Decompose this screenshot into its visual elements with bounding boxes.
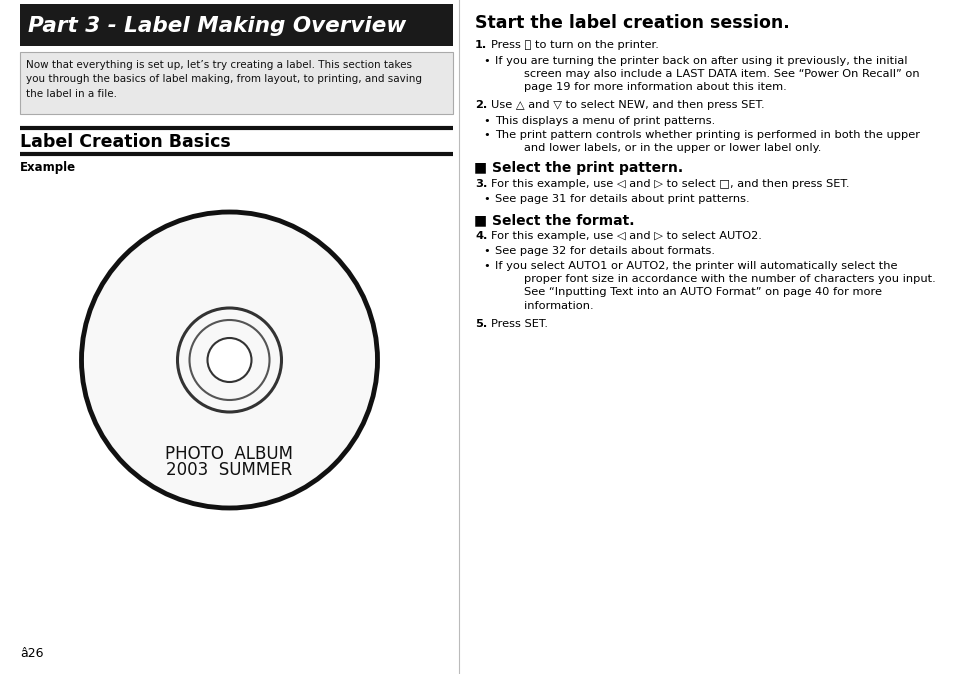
Text: 2.: 2. [475, 100, 487, 110]
Text: •: • [482, 247, 489, 257]
Circle shape [208, 338, 252, 382]
Text: 2003  SUMMER: 2003 SUMMER [166, 461, 293, 479]
Text: •: • [482, 55, 489, 65]
Text: •: • [482, 130, 489, 140]
Text: Use △ and ▽ to select NEW, and then press SET.: Use △ and ▽ to select NEW, and then pres… [491, 100, 763, 110]
Text: Press Ⓞ to turn on the printer.: Press Ⓞ to turn on the printer. [491, 40, 659, 50]
Text: Start the label creation session.: Start the label creation session. [475, 14, 789, 32]
Bar [20, 4, 453, 46]
Bar [20, 52, 453, 114]
Text: Label Creation Basics: Label Creation Basics [20, 133, 231, 151]
Text: ■ Select the print pattern.: ■ Select the print pattern. [474, 161, 682, 175]
Text: •: • [482, 261, 489, 271]
Text: ■ Select the format.: ■ Select the format. [474, 213, 634, 227]
Text: See page 32 for details about formats.: See page 32 for details about formats. [495, 247, 714, 257]
Text: If you select AUTO1 or AUTO2, the printer will automatically select the
        : If you select AUTO1 or AUTO2, the printe… [495, 261, 935, 311]
Text: Now that everything is set up, let’s try creating a label. This section takes
yo: Now that everything is set up, let’s try… [26, 60, 421, 99]
Text: 1.: 1. [475, 40, 487, 50]
Text: 5.: 5. [475, 319, 487, 329]
Text: •: • [482, 195, 489, 204]
Text: 4.: 4. [475, 231, 487, 241]
Text: Press SET.: Press SET. [491, 319, 547, 329]
Text: â26: â26 [20, 647, 44, 660]
Text: If you are turning the printer back on after using it previously, the initial
  : If you are turning the printer back on a… [495, 55, 919, 92]
Text: PHOTO  ALBUM: PHOTO ALBUM [165, 445, 294, 463]
Text: For this example, use ◁ and ▷ to select AUTO2.: For this example, use ◁ and ▷ to select … [491, 231, 761, 241]
Text: See page 31 for details about print patterns.: See page 31 for details about print patt… [495, 195, 749, 204]
Text: Part 3 - Label Making Overview: Part 3 - Label Making Overview [28, 16, 406, 36]
Text: Example: Example [20, 161, 76, 174]
Text: For this example, use ◁ and ▷ to select □, and then press SET.: For this example, use ◁ and ▷ to select … [491, 179, 848, 189]
Text: The print pattern controls whether printing is performed in both the upper
     : The print pattern controls whether print… [495, 130, 919, 153]
Text: This displays a menu of print patterns.: This displays a menu of print patterns. [495, 115, 715, 125]
Text: 3.: 3. [475, 179, 487, 189]
Text: •: • [482, 115, 489, 125]
Circle shape [81, 212, 377, 508]
